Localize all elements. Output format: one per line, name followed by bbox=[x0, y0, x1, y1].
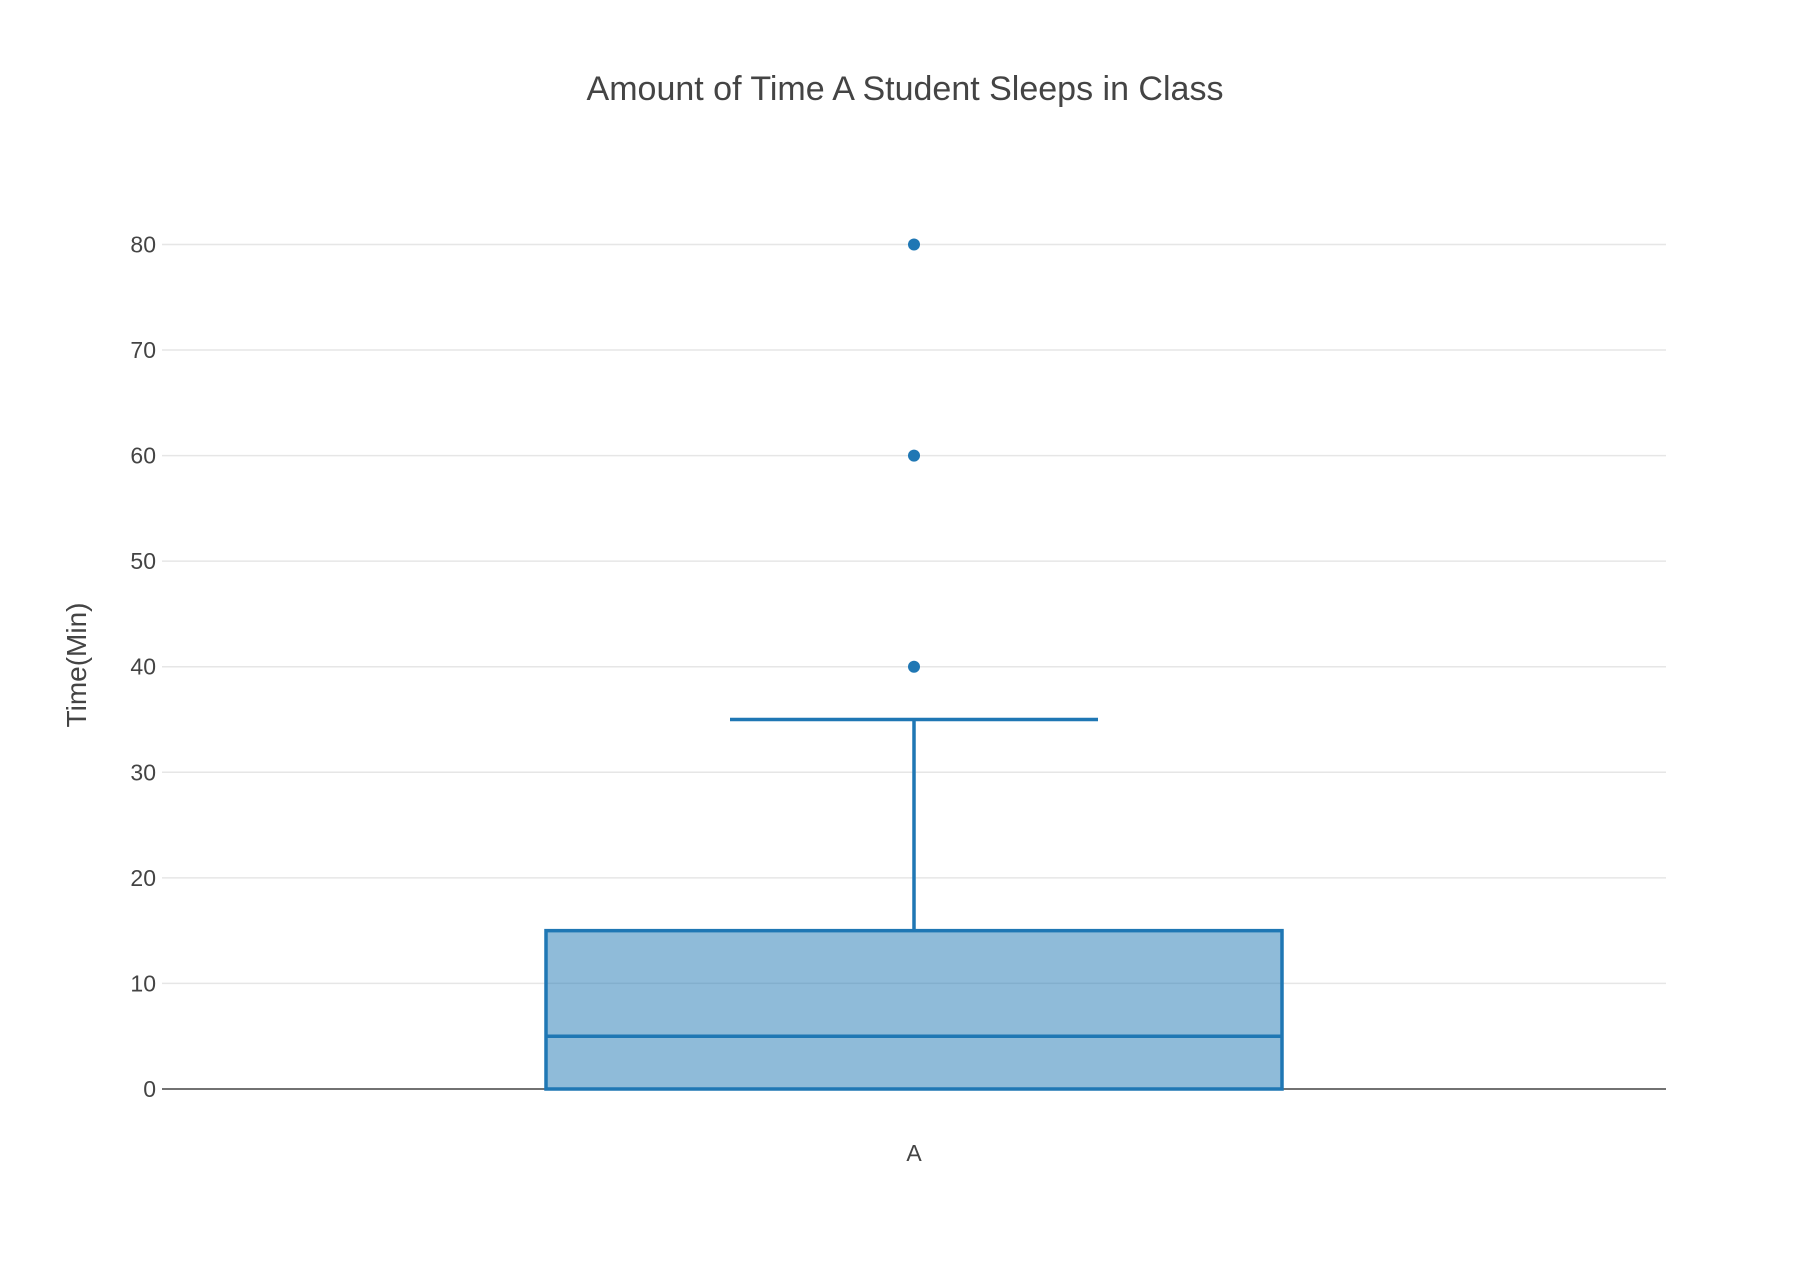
iqr-box bbox=[544, 928, 1284, 1091]
y-tick-label: 0 bbox=[143, 1076, 156, 1102]
y-tick-label: 30 bbox=[130, 759, 156, 785]
y-tick-label: 40 bbox=[130, 654, 156, 680]
y-tick-label: 70 bbox=[130, 337, 156, 363]
y-tick-label: 20 bbox=[130, 865, 156, 891]
box-series bbox=[544, 238, 1284, 1091]
y-tick-label: 50 bbox=[130, 548, 156, 574]
outlier-point bbox=[908, 660, 920, 673]
outlier-point bbox=[908, 238, 920, 251]
y-axis-ticks: 0 10 20 30 40 50 60 70 80 bbox=[130, 231, 156, 1102]
x-tick-label: A bbox=[906, 1140, 922, 1166]
y-tick-label: 80 bbox=[130, 231, 156, 257]
x-axis-ticks: A bbox=[906, 1140, 922, 1166]
chart-title: Amount of Time A Student Sleeps in Class bbox=[587, 70, 1224, 108]
outlier-point bbox=[908, 449, 920, 462]
y-tick-label: 10 bbox=[130, 970, 156, 996]
y-axis-title: Time(Min) bbox=[61, 603, 92, 728]
y-tick-label: 60 bbox=[130, 443, 156, 469]
